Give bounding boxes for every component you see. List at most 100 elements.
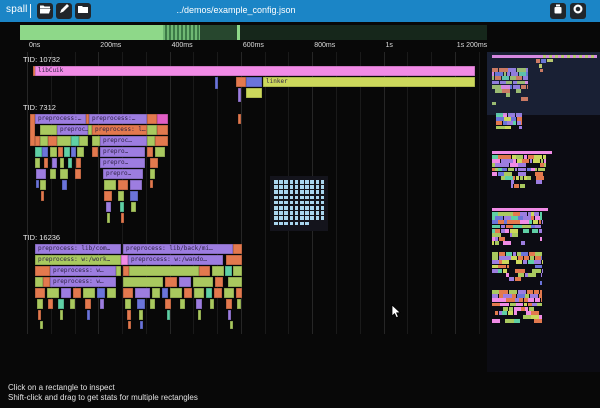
flame-rect[interactable] <box>83 288 95 298</box>
flame-rect[interactable]: libCuik <box>35 66 475 76</box>
flame-rect[interactable] <box>198 310 201 320</box>
flame-rect[interactable] <box>125 299 131 309</box>
flame-rect[interactable] <box>40 321 43 329</box>
flame-rect[interactable] <box>87 310 90 320</box>
flame-rect[interactable] <box>170 288 182 298</box>
flame-rect[interactable] <box>157 114 168 124</box>
flame-rect[interactable] <box>165 277 177 287</box>
flame-rect[interactable] <box>212 266 224 276</box>
flame-rect[interactable] <box>50 169 56 179</box>
flame-rect[interactable] <box>64 147 70 157</box>
flame-rect[interactable] <box>118 180 128 190</box>
flame-rect[interactable] <box>85 299 91 309</box>
flame-rect[interactable] <box>157 125 168 135</box>
flame-rect[interactable] <box>71 147 76 157</box>
flame-rect[interactable]: preprocess: w… <box>50 277 116 287</box>
flame-rect[interactable] <box>214 288 222 298</box>
flame-rect[interactable] <box>36 180 39 188</box>
flame-rect[interactable] <box>236 77 246 87</box>
flame-rect[interactable] <box>48 299 53 309</box>
flame-rect[interactable] <box>225 266 232 276</box>
flame-rect[interactable] <box>35 266 50 276</box>
flame-rect[interactable] <box>123 266 129 276</box>
flame-rect[interactable] <box>60 158 64 168</box>
flame-rect[interactable] <box>210 299 214 309</box>
flame-rect[interactable] <box>35 288 45 298</box>
flame-rect[interactable]: prepro… <box>103 169 143 179</box>
flame-rect[interactable] <box>61 288 71 298</box>
flame-rect[interactable] <box>147 147 153 157</box>
flame-rect[interactable] <box>121 213 124 223</box>
flame-rect[interactable] <box>135 288 150 298</box>
flame-rect[interactable] <box>33 66 36 76</box>
flame-rect[interactable] <box>44 158 48 168</box>
flame-rect[interactable] <box>40 125 57 135</box>
flame-rect[interactable]: preprocess: w… <box>50 266 116 276</box>
flame-rect[interactable] <box>224 288 234 298</box>
flame-rect[interactable] <box>179 277 191 287</box>
flame-rect[interactable] <box>193 277 213 287</box>
flame-rect[interactable] <box>60 169 68 179</box>
flame-rect[interactable] <box>77 147 84 157</box>
flame-rect[interactable] <box>118 191 124 201</box>
minimap-viewport[interactable] <box>487 52 600 115</box>
flame-rect[interactable]: preproc… <box>100 136 147 146</box>
flame-rect[interactable] <box>152 288 160 298</box>
flame-rect[interactable] <box>30 114 35 146</box>
flame-rect[interactable] <box>167 310 170 320</box>
flame-rect[interactable] <box>233 244 242 254</box>
flame-rect[interactable] <box>246 88 262 98</box>
clear-trace-button[interactable] <box>550 3 566 19</box>
flame-rect[interactable] <box>206 288 212 298</box>
flame-rect[interactable] <box>128 321 131 329</box>
flame-rect[interactable] <box>180 299 185 309</box>
flame-rect[interactable] <box>165 299 171 309</box>
flame-rect[interactable] <box>162 288 168 298</box>
flame-rect[interactable]: prepro… <box>100 147 145 157</box>
flame-rect[interactable] <box>127 310 131 320</box>
flame-rect[interactable]: linker <box>263 77 475 87</box>
flame-rect[interactable] <box>35 158 40 168</box>
flame-rect[interactable] <box>246 77 262 87</box>
flame-rect[interactable] <box>238 88 241 102</box>
flame-rect[interactable] <box>79 136 88 146</box>
measure-tool-button[interactable] <box>56 3 72 19</box>
flame-rect[interactable] <box>88 125 92 135</box>
flame-rect[interactable]: preprocess:… <box>89 114 147 124</box>
flame-rect[interactable] <box>92 136 100 146</box>
flame-rect[interactable] <box>215 77 218 89</box>
flame-rect[interactable] <box>147 125 157 135</box>
flame-rect[interactable] <box>92 147 98 157</box>
flame-rect[interactable] <box>226 299 232 309</box>
flame-rect[interactable] <box>230 321 233 329</box>
flame-rect[interactable] <box>36 169 46 179</box>
flame-rect[interactable] <box>228 277 242 287</box>
flame-rect[interactable] <box>155 136 168 146</box>
flame-rect[interactable] <box>104 191 112 201</box>
flame-rect[interactable] <box>121 255 128 265</box>
flame-rect[interactable] <box>52 158 57 168</box>
flame-rect[interactable]: preproc… <box>57 125 88 135</box>
flame-rect[interactable] <box>236 288 242 298</box>
flame-rect[interactable] <box>116 266 121 276</box>
flame-rect[interactable] <box>37 299 43 309</box>
flame-rect[interactable] <box>184 288 192 298</box>
flame-rect[interactable] <box>60 310 63 320</box>
flame-rect[interactable] <box>71 136 79 146</box>
flame-rect[interactable]: preprocess: lib/com… <box>35 244 121 254</box>
flame-rect[interactable] <box>120 202 124 212</box>
flame-rect[interactable] <box>150 180 153 188</box>
flame-rect[interactable] <box>35 147 42 157</box>
flame-rect[interactable] <box>228 310 231 320</box>
flame-rect[interactable] <box>100 299 104 309</box>
flame-rect[interactable] <box>131 202 136 212</box>
flame-rect[interactable] <box>237 299 241 309</box>
flame-rect[interactable] <box>97 288 105 298</box>
flame-rect[interactable] <box>147 136 155 146</box>
flame-rect[interactable]: preprocess: w:/work… <box>35 255 121 265</box>
flame-rect[interactable] <box>38 310 41 320</box>
flame-rect[interactable] <box>70 299 75 309</box>
flame-rect[interactable] <box>48 136 57 146</box>
flame-rect[interactable] <box>58 299 64 309</box>
flame-rect[interactable] <box>215 277 223 287</box>
